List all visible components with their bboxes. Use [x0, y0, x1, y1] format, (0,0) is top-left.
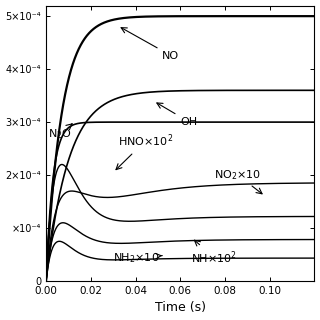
- Text: NO$_2$×10: NO$_2$×10: [214, 168, 262, 194]
- X-axis label: Time (s): Time (s): [155, 301, 206, 315]
- Text: NH$_2$×10: NH$_2$×10: [113, 251, 162, 265]
- Text: OH: OH: [157, 103, 197, 127]
- Text: NO: NO: [121, 28, 180, 60]
- Text: NH×10$^2$: NH×10$^2$: [191, 240, 237, 266]
- Text: HNO×10$^2$: HNO×10$^2$: [116, 133, 173, 170]
- Text: N$_2$O: N$_2$O: [48, 124, 72, 141]
